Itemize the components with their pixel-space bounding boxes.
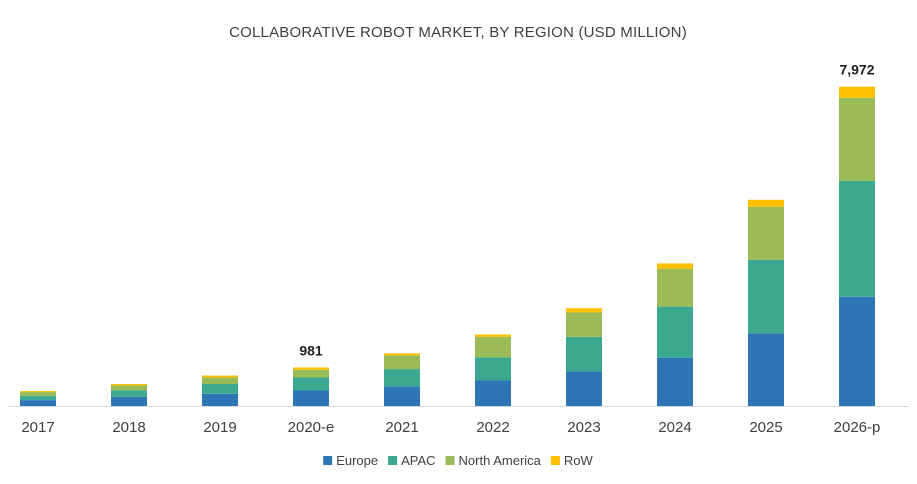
bar-row-2021	[384, 353, 420, 356]
x-tick-labels: 2017 2018 2019 2020-e 2021 2022 2023 2024 2025 20…	[21, 419, 880, 436]
bar-north-america-2026-p	[839, 97, 875, 181]
total-annotation: 7,972	[839, 62, 874, 78]
legend-swatch	[323, 456, 333, 465]
x-tick-label: 2020-e	[288, 419, 335, 436]
annotations: 981 7,972	[299, 62, 874, 359]
bar-europe-2023	[566, 371, 602, 406]
bar-apac-2021	[384, 369, 420, 387]
legend: Europe APAC North America RoW	[323, 453, 594, 468]
bar-europe-2019	[202, 393, 238, 406]
bar-apac-2022	[475, 357, 511, 381]
legend-swatch	[388, 456, 398, 465]
bar-north-america-2022	[475, 336, 511, 358]
bars-group	[20, 86, 875, 406]
x-tick-label: 2023	[567, 419, 600, 436]
bar-apac-2020-e	[293, 377, 329, 391]
bar-apac-2017	[20, 395, 56, 401]
bar-north-america-2025	[748, 206, 784, 260]
bar-row-2024	[657, 263, 693, 269]
bar-north-america-2017	[20, 392, 56, 396]
x-tick-label: 2017	[21, 419, 54, 436]
bar-north-america-2024	[657, 268, 693, 307]
bar-row-2022	[475, 334, 511, 337]
legend-label: North America	[459, 453, 542, 468]
bar-row-2025	[748, 199, 784, 207]
legend-item-row: RoW	[550, 453, 594, 468]
legend-swatch	[445, 456, 455, 465]
bar-row-2023	[566, 308, 602, 313]
bar-row-2018	[111, 384, 147, 386]
bar-row-2017	[20, 391, 56, 393]
bar-europe-2020-e	[293, 390, 329, 406]
bar-apac-2024	[657, 306, 693, 358]
bar-north-america-2018	[111, 385, 147, 391]
bar-europe-2021	[384, 386, 420, 406]
total-annotation: 981	[299, 342, 323, 358]
x-tick-label: 2026-p	[834, 419, 881, 436]
bar-europe-2017	[20, 400, 56, 406]
chart-title: COLLABORATIVE ROBOT MARKET, BY REGION (U…	[229, 24, 687, 41]
bar-europe-2025	[748, 333, 784, 406]
bar-row-2020-e	[293, 367, 329, 370]
legend-item-apac: APAC	[388, 453, 436, 468]
bar-europe-2018	[111, 396, 147, 406]
x-tick-label: 2018	[112, 419, 145, 436]
x-tick-label: 2021	[385, 419, 418, 436]
bar-north-america-2021	[384, 355, 420, 370]
bar-europe-2024	[657, 357, 693, 406]
x-tick-label: 2024	[658, 419, 691, 436]
bar-europe-2026-p	[839, 296, 875, 406]
bar-north-america-2023	[566, 312, 602, 337]
x-tick-label: 2022	[476, 419, 509, 436]
bar-apac-2023	[566, 336, 602, 372]
legend-swatch	[550, 456, 560, 465]
legend-item-north-america: North America	[445, 453, 542, 468]
bar-apac-2026-p	[839, 180, 875, 297]
bar-apac-2019	[202, 384, 238, 394]
bar-apac-2025	[748, 259, 784, 334]
legend-label: APAC	[401, 453, 435, 468]
x-tick-label: 2019	[203, 419, 236, 436]
bar-north-america-2020-e	[293, 369, 329, 378]
legend-label: RoW	[564, 453, 594, 468]
bar-europe-2022	[475, 380, 511, 406]
bar-north-america-2019	[202, 377, 238, 385]
bar-row-2019	[202, 375, 238, 378]
bar-row-2026-p	[839, 86, 875, 98]
bar-apac-2018	[111, 390, 147, 397]
legend-item-europe: Europe	[323, 453, 378, 468]
x-tick-label: 2025	[749, 419, 782, 436]
legend-label: Europe	[336, 453, 378, 468]
